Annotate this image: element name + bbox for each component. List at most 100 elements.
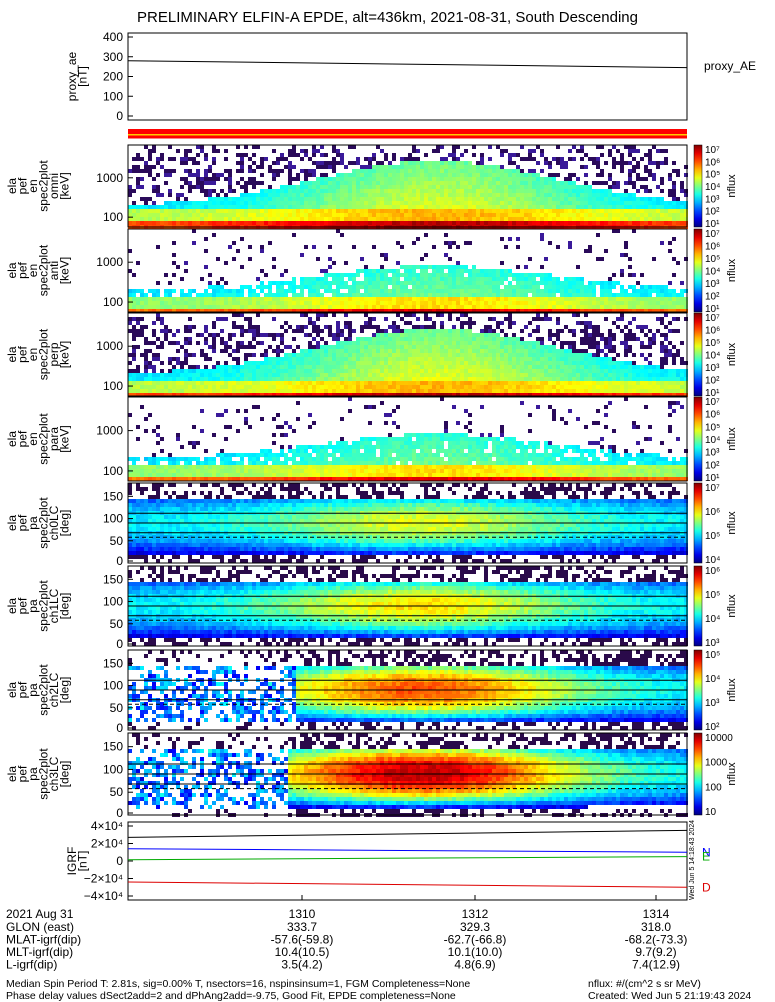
spectro-cell-3 bbox=[180, 345, 184, 349]
spectro-cell-1 bbox=[236, 145, 240, 149]
spectro-cell-2 bbox=[512, 297, 516, 301]
spectro-cell-3 bbox=[440, 369, 444, 373]
spectro-cell-3 bbox=[428, 357, 432, 361]
spectro-cell-1 bbox=[452, 181, 456, 185]
spectro-cell-3 bbox=[340, 377, 344, 381]
spectro-cell-2 bbox=[624, 241, 628, 245]
spectro-cell-1 bbox=[400, 189, 404, 193]
spectro-cell-1 bbox=[560, 205, 564, 209]
spectro-cell-1 bbox=[384, 193, 388, 197]
spectro-cell-1 bbox=[652, 221, 656, 225]
spectro-cell-1 bbox=[284, 189, 288, 193]
spectro-cell-2 bbox=[532, 285, 536, 289]
spectro-cell-2 bbox=[492, 273, 496, 277]
spectro-cell-2 bbox=[388, 269, 392, 273]
spectro-cell-1 bbox=[208, 177, 212, 181]
spectro-cell-1 bbox=[308, 169, 312, 173]
spectro-cell-1 bbox=[496, 177, 500, 181]
spectro-cell-1 bbox=[632, 213, 636, 217]
spectro-cell-3 bbox=[500, 361, 504, 365]
spectro-cell-1 bbox=[336, 181, 340, 185]
spectro-cell-1 bbox=[564, 181, 568, 185]
spectro-cell-1 bbox=[332, 165, 336, 169]
spectro-cell-3 bbox=[392, 325, 396, 329]
spectro-cell-1 bbox=[680, 205, 684, 209]
spectro-cell-3 bbox=[380, 377, 384, 381]
spectro-cell-1 bbox=[288, 181, 292, 185]
spectro-cell-3 bbox=[280, 377, 284, 381]
spectro-cell-1 bbox=[404, 161, 408, 165]
spectro-cell-3 bbox=[136, 373, 140, 377]
spectro-cell-1 bbox=[468, 217, 472, 221]
spectro-cell-1 bbox=[468, 177, 472, 181]
spectro-cell-3 bbox=[372, 349, 376, 353]
spectro-cell-3 bbox=[244, 357, 248, 361]
spectro-cell-1 bbox=[276, 201, 280, 205]
spectro-cell-2 bbox=[128, 249, 132, 253]
spectro-cell-3 bbox=[412, 353, 416, 357]
spectro-cell-2 bbox=[612, 293, 616, 297]
spectro-cell-1 bbox=[336, 185, 340, 189]
spectro-cell-1 bbox=[616, 221, 620, 225]
spectro-cell-2 bbox=[568, 277, 572, 281]
spectro-cell-1 bbox=[388, 201, 392, 205]
spectro-cell-1 bbox=[364, 177, 368, 181]
spectro-cell-1 bbox=[540, 153, 544, 157]
spectro-cell-3 bbox=[228, 381, 232, 385]
spectro-cell-1 bbox=[536, 221, 540, 225]
spectro-cell-3 bbox=[180, 365, 184, 369]
spectro-cell-2 bbox=[528, 305, 532, 309]
spectro-cell-3 bbox=[452, 361, 456, 365]
spectro-cell-2 bbox=[416, 277, 420, 281]
spectro-cell-3 bbox=[316, 389, 320, 393]
spectro-cell-3 bbox=[128, 389, 132, 393]
spectro-cell-3 bbox=[492, 369, 496, 373]
spectro-cell-3 bbox=[376, 377, 380, 381]
spectro-cell-1 bbox=[564, 209, 568, 213]
spectro-cell-2 bbox=[424, 253, 428, 257]
spectro-cell-1 bbox=[368, 185, 372, 189]
spectro-cell-2 bbox=[400, 297, 404, 301]
spectro-cell-1 bbox=[324, 161, 328, 165]
spectro-cell-1 bbox=[656, 161, 660, 165]
spectro-cell-2 bbox=[368, 285, 372, 289]
spectro-cell-1 bbox=[456, 201, 460, 205]
spectro-cell-1 bbox=[364, 213, 368, 217]
spectro-cell-1 bbox=[568, 213, 572, 217]
spectro-cell-1 bbox=[312, 181, 316, 185]
spectro-cell-2 bbox=[492, 293, 496, 297]
spectro-cell-1 bbox=[176, 209, 180, 213]
spectro-cell-2 bbox=[312, 285, 316, 289]
spectro-cell-3 bbox=[420, 357, 424, 361]
spectro-cell-2 bbox=[464, 301, 468, 305]
spectro-cell-3 bbox=[460, 377, 464, 381]
spectro-cell-1 bbox=[312, 169, 316, 173]
spectro-cell-3 bbox=[184, 373, 188, 377]
spectro-cell-3 bbox=[372, 317, 376, 321]
spectro-cell-3 bbox=[320, 377, 324, 381]
spectro-cell-1 bbox=[208, 209, 212, 213]
spectro-cell-2 bbox=[200, 297, 204, 301]
spectro-cell-1 bbox=[136, 177, 140, 181]
spectro-cell-2 bbox=[260, 281, 264, 285]
spectro-cell-2 bbox=[580, 281, 584, 285]
spectro-cell-1 bbox=[552, 201, 556, 205]
spectro-cell-3 bbox=[464, 321, 468, 325]
spectro-cell-3 bbox=[172, 381, 176, 385]
spectro-cell-1 bbox=[304, 149, 308, 153]
spectro-cell-1 bbox=[520, 177, 524, 181]
spectro-cell-3 bbox=[332, 357, 336, 361]
spectro-cell-2 bbox=[392, 285, 396, 289]
spectro-cell-2 bbox=[164, 297, 168, 301]
spectro-cell-1 bbox=[232, 221, 236, 225]
spectro-cell-2 bbox=[168, 293, 172, 297]
spectro-cell-1 bbox=[172, 201, 176, 205]
spectro-cell-1 bbox=[216, 193, 220, 197]
spectro-cell-2 bbox=[580, 289, 584, 293]
spectro-cell-2 bbox=[316, 257, 320, 261]
spectro-cell-3 bbox=[396, 337, 400, 341]
spectro-cell-1 bbox=[656, 165, 660, 169]
spectro-cell-2 bbox=[436, 273, 440, 277]
spectro-cell-3 bbox=[152, 389, 156, 393]
spectro-cell-2 bbox=[672, 237, 676, 241]
